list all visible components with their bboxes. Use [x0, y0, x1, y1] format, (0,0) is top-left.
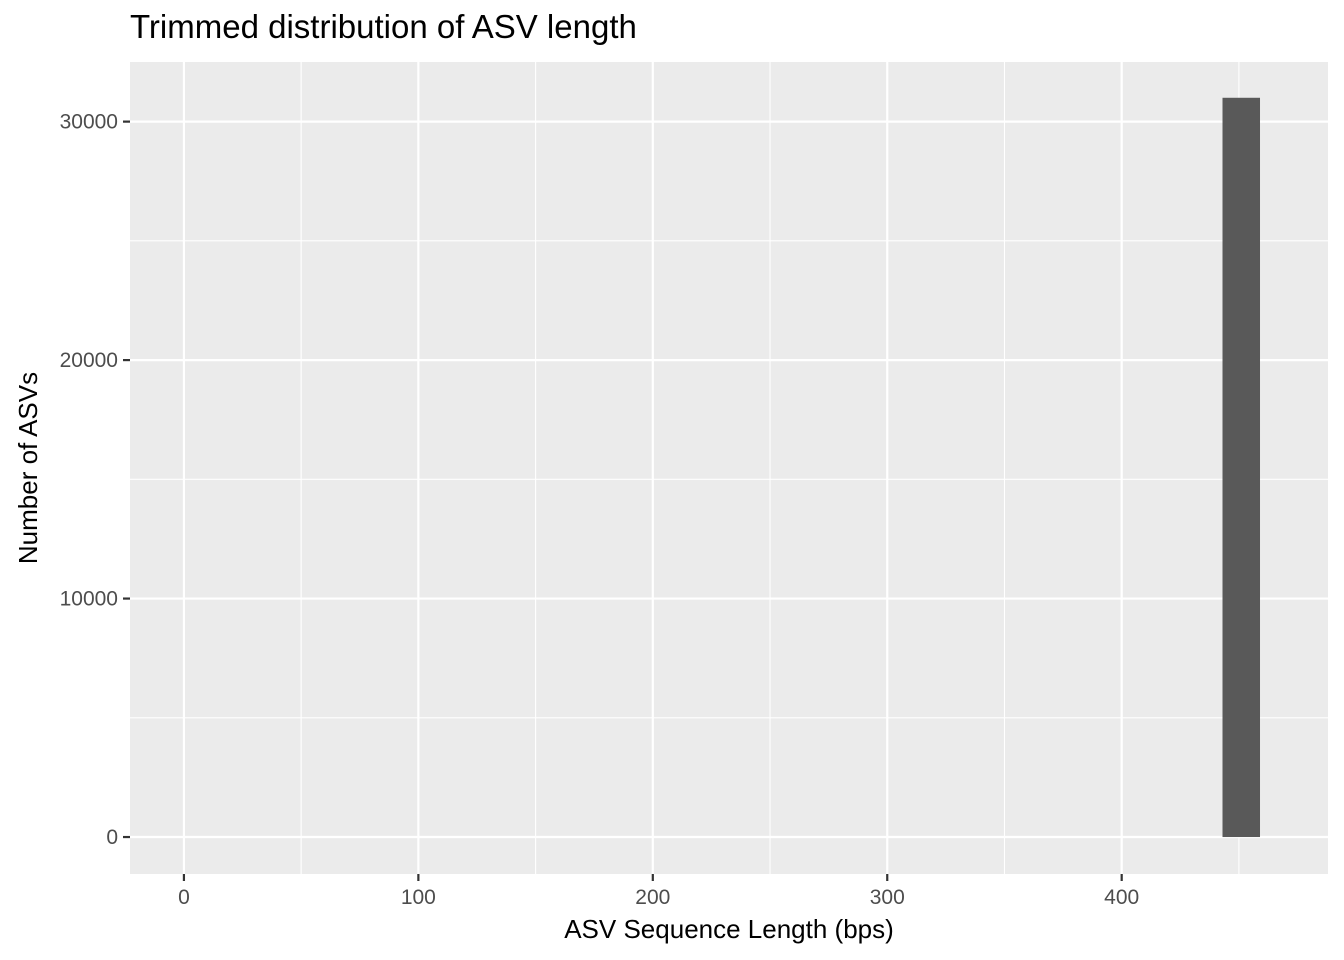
y-axis: 0 10000 20000 30000 — [60, 111, 130, 849]
y-tick-label: 30000 — [60, 111, 118, 134]
x-tick-label: 300 — [870, 886, 905, 909]
histogram-bars — [1222, 97, 1261, 838]
x-axis: 0 100 200 300 400 — [178, 874, 1139, 909]
x-tick-label: 100 — [401, 886, 436, 909]
x-axis-title: ASV Sequence Length (bps) — [564, 914, 894, 944]
y-tick-label: 0 — [106, 826, 118, 849]
plot-panel — [130, 62, 1328, 874]
x-tick-label: 400 — [1104, 886, 1139, 909]
y-tick-label: 20000 — [60, 349, 118, 372]
major-gridlines — [130, 62, 1328, 874]
x-tick-label: 200 — [635, 886, 670, 909]
y-axis-title: Number of ASVs — [13, 372, 43, 564]
minor-gridlines — [130, 62, 1328, 874]
chart-title: Trimmed distribution of ASV length — [130, 8, 637, 45]
x-tick-label: 0 — [178, 886, 190, 909]
y-tick-label: 10000 — [60, 588, 118, 611]
histogram-bar — [1222, 97, 1261, 838]
